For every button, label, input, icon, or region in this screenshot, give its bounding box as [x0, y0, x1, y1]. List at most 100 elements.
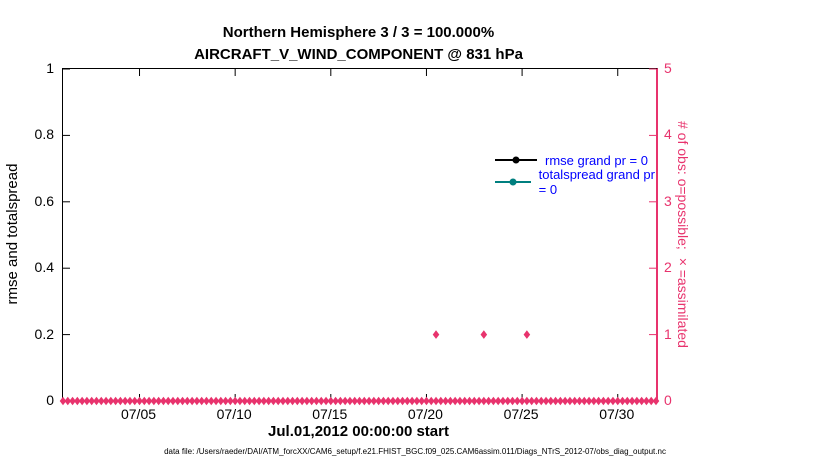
x-tick-label: 07/05 [120, 406, 157, 422]
obs-count-marker [389, 396, 397, 406]
obs-count-marker [279, 396, 287, 406]
obs-count-marker [246, 396, 253, 406]
y-right-tick-label: 1 [664, 325, 672, 342]
obs-count-marker [614, 396, 622, 406]
obs-count-marker [576, 396, 583, 406]
obs-count-marker [231, 396, 239, 406]
obs-count-marker [451, 396, 459, 406]
obs-count-marker [475, 396, 483, 406]
x-tick-label: 07/25 [503, 406, 539, 422]
obs-count-marker [624, 396, 631, 406]
obs-count-marker [427, 396, 435, 406]
legend-line-sample-rmse [495, 156, 537, 164]
obs-count-marker [557, 396, 564, 406]
obs-count-marker [255, 396, 263, 406]
y-axis-label-right: # of obs: o=possible; ×=assimilated [675, 120, 691, 348]
obs-count-marker [643, 396, 650, 406]
legend-item-totalspread: totalspread grand pr = 0 [495, 167, 656, 197]
obs-count-marker [217, 396, 225, 406]
obs-count-marker [303, 396, 311, 406]
legend-label-rmse: rmse grand pr = 0 [545, 152, 648, 168]
obs-count-marker [432, 396, 440, 406]
obs-count-marker [203, 396, 210, 406]
plot-canvas [59, 68, 660, 406]
y-left-tick-label: 0.8 [34, 126, 54, 143]
obs-count-marker [375, 396, 382, 406]
legend-marker-dot-totalspread [509, 178, 517, 186]
obs-count-marker [270, 396, 277, 406]
obs-count-marker [652, 396, 660, 406]
obs-count-marker [647, 396, 655, 406]
obs-count-marker [604, 396, 612, 406]
legend: rmse grand pr = 0 totalspread grand pr =… [495, 149, 656, 197]
obs-count-marker [93, 396, 100, 406]
obs-count-marker [384, 396, 392, 406]
obs-count-marker [509, 396, 516, 406]
obs-count-marker [107, 396, 115, 406]
obs-count-marker [533, 396, 540, 406]
obs-count-marker [308, 396, 315, 406]
obs-count-marker [423, 396, 430, 406]
obs-count-marker [83, 396, 91, 406]
obs-count-marker [284, 396, 292, 406]
obs-count-marker [174, 396, 182, 406]
obs-count-marker [59, 396, 67, 406]
obs-count-marker [518, 396, 526, 406]
plot-title-line2: AIRCRAFT_V_WIND_COMPONENT @ 831 hPa [194, 46, 523, 63]
y-left-tick-label: 0.6 [34, 192, 54, 209]
obs-count-marker [619, 396, 626, 406]
obs-count-marker [117, 396, 124, 406]
obs-count-marker [571, 396, 579, 406]
y-right-tick-label: 5 [664, 60, 672, 76]
obs-count-marker [370, 396, 378, 406]
x-tick-label: 07/30 [599, 406, 635, 422]
obs-count-marker [523, 330, 531, 339]
obs-count-marker [121, 396, 129, 406]
legend-line-sample-totalspread [495, 178, 531, 186]
x-tick-label: 07/10 [216, 406, 252, 422]
obs-count-marker [470, 396, 478, 406]
y-right-tick-label: 3 [664, 192, 672, 209]
obs-count-marker [552, 396, 559, 406]
obs-count-marker [236, 396, 244, 406]
legend-marker-dot-rmse [512, 156, 520, 164]
obs-count-marker [207, 396, 215, 406]
obs-count-marker [638, 396, 645, 406]
legend-label-totalspread: totalspread grand pr = 0 [538, 167, 655, 197]
obs-count-marker [346, 396, 354, 406]
y-right-tick-label: 0 [664, 392, 672, 408]
obs-count-marker [212, 396, 220, 406]
obs-count-marker [327, 396, 335, 406]
obs-count-marker [193, 396, 201, 406]
y-left-tick-label: 1 [46, 60, 54, 76]
obs-count-marker [480, 396, 488, 406]
obs-count-marker [523, 396, 531, 406]
obs-count-marker [447, 396, 454, 406]
obs-count-marker [184, 396, 191, 406]
obs-count-marker [461, 396, 469, 406]
obs-count-marker [78, 396, 86, 406]
y-left-tick-label: 0 [46, 392, 54, 408]
obs-count-marker [341, 396, 349, 406]
obs-count-marker [322, 396, 330, 406]
obs-count-marker [351, 396, 359, 406]
obs-count-marker [514, 396, 521, 406]
obs-count-marker [69, 396, 76, 406]
y-right-tick-label: 4 [664, 126, 672, 143]
obs-count-marker [561, 396, 569, 406]
obs-count-marker [499, 396, 507, 406]
obs-count-marker [413, 396, 421, 406]
obs-count-marker [494, 396, 502, 406]
obs-count-marker [595, 396, 602, 406]
obs-count-marker [64, 396, 72, 406]
obs-count-marker [74, 396, 81, 406]
obs-count-marker [542, 396, 550, 406]
obs-count-marker [585, 396, 593, 406]
obs-count-marker [289, 396, 296, 406]
obs-count-marker [609, 396, 617, 406]
obs-count-marker [265, 396, 272, 406]
obs-count-marker [432, 330, 440, 339]
obs-count-marker [404, 396, 411, 406]
x-tick-label: 07/20 [407, 406, 443, 422]
